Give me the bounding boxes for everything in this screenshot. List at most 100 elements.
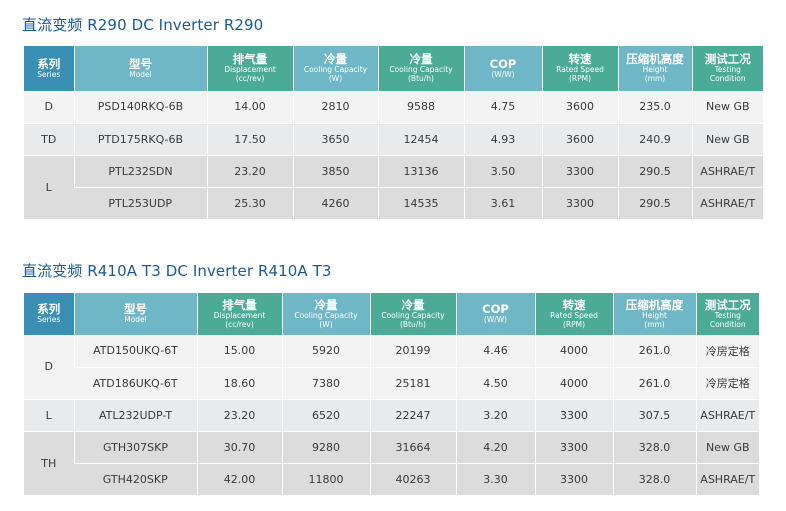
cell-condition: ASHRAE/T	[691, 155, 763, 188]
cell-speed: 3300	[534, 431, 613, 464]
cell-condition: 冷房定格	[695, 335, 759, 368]
cell-displacement: 25.30	[206, 187, 293, 220]
cell-condition: New GB	[691, 91, 763, 124]
cell-cooling-w: 5920	[281, 335, 370, 368]
spec-table-r410a: 系列 Series 型号 Model 排气量 Displacement (cc/rev)…	[24, 293, 759, 496]
cell-cooling-btu: 31664	[369, 431, 456, 464]
cell-series: D	[24, 335, 74, 400]
header-displacement: 排气量 Displacement (cc/rev)	[206, 46, 293, 91]
cell-model: PSD140RKQ-6B	[73, 91, 207, 124]
cell-condition: ASHRAE/T	[695, 399, 759, 432]
table-row: PTL253UDP 25.30 4260 14535 3.61 3300 290…	[24, 187, 763, 220]
cell-height: 261.0	[612, 367, 696, 400]
cell-speed: 3600	[541, 91, 618, 124]
cell-series: D	[24, 91, 74, 124]
header-height: 压缩机高度 Height (mm)	[612, 293, 696, 335]
cell-cop: 4.46	[455, 335, 535, 368]
table-header-row: 系列 Series 型号 Model 排气量 Displacement (cc/rev)…	[24, 46, 763, 91]
cell-speed: 4000	[534, 335, 613, 368]
cell-model: PTL253UDP	[74, 187, 207, 220]
cell-series: L	[24, 399, 74, 432]
cell-height: 328.0	[612, 431, 696, 464]
table-row: D PSD140RKQ-6B 14.00 2810 9588 4.75 3600…	[24, 91, 763, 124]
cell-cop: 4.93	[463, 123, 542, 156]
cell-cop: 3.50	[463, 155, 542, 188]
header-cop: COP (W/W)	[455, 293, 535, 335]
cell-displacement: 14.00	[206, 91, 293, 124]
header-model: 型号 Model	[73, 293, 197, 335]
cell-cooling-btu: 20199	[369, 335, 456, 368]
table-row: L ATL232UDP-T 23.20 6520 22247 3.20 3300…	[24, 399, 759, 432]
cell-condition: New GB	[695, 431, 759, 464]
header-condition: 测试工况 Testing Condition	[691, 46, 763, 91]
cell-series: TH	[24, 431, 74, 496]
cell-displacement: 17.50	[206, 123, 293, 156]
header-speed: 转速 Rated Speed (RPM)	[534, 293, 613, 335]
cell-displacement: 23.20	[206, 155, 293, 188]
cell-cooling-w: 9280	[281, 431, 370, 464]
cell-cooling-w: 4260	[292, 187, 378, 220]
cell-cooling-w: 3850	[292, 155, 378, 188]
header-series: 系列 Series	[24, 46, 74, 91]
header-condition: 测试工况 Testing Condition	[695, 293, 759, 335]
cell-speed: 3300	[541, 187, 618, 220]
cell-displacement: 42.00	[196, 463, 282, 496]
cell-cop: 4.20	[455, 431, 535, 464]
cell-condition: New GB	[691, 123, 763, 156]
table-row: ATD186UKQ-6T 18.60 7380 25181 4.50 4000 …	[24, 367, 759, 400]
cell-cop: 3.30	[455, 463, 535, 496]
cell-cooling-btu: 14535	[377, 187, 464, 220]
cell-condition: 冷房定格	[695, 367, 759, 400]
cell-displacement: 15.00	[196, 335, 282, 368]
cell-speed: 3300	[534, 399, 613, 432]
cell-height: 240.9	[617, 123, 692, 156]
header-displacement: 排气量 Displacement (cc/rev)	[196, 293, 282, 335]
cell-cooling-w: 11800	[281, 463, 370, 496]
table-row: L PTL232SDN 23.20 3850 13136 3.50 3300 2…	[24, 155, 763, 220]
cell-model: PTD175RKQ-6B	[73, 123, 207, 156]
header-speed: 转速 Rated Speed (RPM)	[541, 46, 618, 91]
cell-cop: 3.61	[463, 187, 542, 220]
header-cop: COP (W/W)	[463, 46, 542, 91]
cell-height: 290.5	[617, 155, 692, 188]
header-cooling-btu: 冷量 Cooling Capacity (Btu/h)	[377, 46, 464, 91]
table-row: TH GTH307SKP 30.70 9280 31664 4.20 3300 …	[24, 431, 759, 496]
cell-series: TD	[24, 123, 74, 156]
cell-speed: 4000	[534, 367, 613, 400]
spec-table-r290: 系列 Series 型号 Model 排气量 Displacement (cc/rev)…	[24, 46, 763, 220]
cell-cooling-w: 7380	[281, 367, 370, 400]
cell-height: 307.5	[612, 399, 696, 432]
header-cooling-btu: 冷量 Cooling Capacity (Btu/h)	[369, 293, 456, 335]
cell-height: 235.0	[617, 91, 692, 124]
cell-cop: 3.20	[455, 399, 535, 432]
cell-series: L	[24, 155, 74, 220]
cell-height: 261.0	[612, 335, 696, 368]
cell-cooling-btu: 40263	[369, 463, 456, 496]
header-model: 型号 Model	[73, 46, 207, 91]
cell-height: 328.0	[612, 463, 696, 496]
cell-speed: 3600	[541, 123, 618, 156]
table-row: TD PTD175RKQ-6B 17.50 3650 12454 4.93 36…	[24, 123, 763, 156]
cell-model: ATD150UKQ-6T	[73, 335, 197, 368]
cell-cooling-btu: 12454	[377, 123, 464, 156]
section-title-r290: 直流变频 R290 DC Inverter R290	[22, 16, 264, 34]
cell-condition: ASHRAE/T	[691, 187, 763, 220]
cell-cooling-w: 3650	[292, 123, 378, 156]
cell-displacement: 18.60	[196, 367, 282, 400]
cell-speed: 3300	[534, 463, 613, 496]
table-header-row: 系列 Series 型号 Model 排气量 Displacement (cc/rev)…	[24, 293, 759, 335]
cell-cooling-btu: 9588	[377, 91, 464, 124]
cell-displacement: 30.70	[196, 431, 282, 464]
cell-condition: ASHRAE/T	[695, 463, 759, 496]
cell-cooling-w: 2810	[292, 91, 378, 124]
cell-cooling-btu: 25181	[369, 367, 456, 400]
cell-cop: 4.50	[455, 367, 535, 400]
header-height: 压缩机高度 Height (mm)	[617, 46, 692, 91]
header-cooling-w: 冷量 Cooling Capacity (W)	[281, 293, 370, 335]
cell-model: PTL232SDN	[73, 155, 207, 188]
cell-model: ATD186UKQ-6T	[74, 367, 197, 400]
header-cooling-w: 冷量 Cooling Capacity (W)	[292, 46, 378, 91]
cell-model: GTH307SKP	[73, 431, 197, 464]
section-title-r410a: 直流变频 R410A T3 DC Inverter R410A T3	[22, 262, 332, 280]
cell-height: 290.5	[617, 187, 692, 220]
